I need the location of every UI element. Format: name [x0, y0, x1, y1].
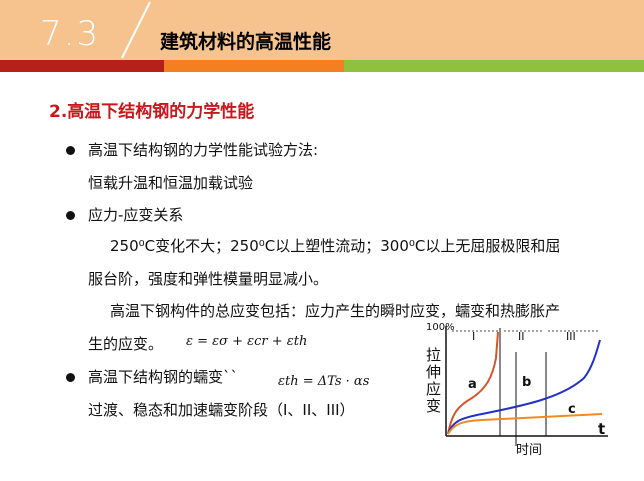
bullet3-line2: 过渡、稳态和加速蠕变阶段（I、II、III） [88, 401, 355, 419]
y-axis-label-text: 拉伸应变 [426, 346, 442, 415]
stage-label-2: II [518, 330, 525, 343]
creep-strain-formula: εth = ΔTs · αs [278, 374, 369, 389]
header-band-orange [164, 60, 344, 72]
bullet1-line1: 高温下结构钢的力学性能试验方法: [88, 141, 319, 159]
creep-strain-formula-text: εth = ΔTs · αs [278, 374, 370, 389]
total-strain-formula: ε = εσ + εcr + εth [186, 334, 307, 349]
bullet2-paragraph1-line2: 服台阶，强度和弹性模量明显减小。 [88, 270, 329, 288]
bullet2-paragraph2-line2: 生的应变。 [88, 335, 164, 353]
curve-c [447, 413, 603, 435]
stage-label-1: I [472, 330, 475, 343]
bullet1-line2: 恒载升温和恒温加载试验 [88, 174, 254, 192]
header-band-red [0, 60, 164, 72]
x-axis-end-label: t [598, 420, 605, 438]
y-top-label: 100% [426, 322, 455, 333]
header-band-green [344, 60, 644, 72]
curve-b [447, 339, 601, 435]
bullet3-heading: 高温下结构钢的蠕变`` [88, 368, 239, 386]
creep-curve-chart: 100% I II III a b c t 时间 [426, 322, 608, 458]
curve-a [447, 331, 499, 435]
bullet-dot [66, 146, 75, 155]
series-label-c: c [568, 402, 576, 417]
x-axis-label: 时间 [516, 443, 542, 458]
y-axis-label: 拉伸应变 [426, 347, 442, 415]
slide-title: 建筑材料的高温性能 [160, 31, 332, 53]
slide-header: 7.3 建筑材料的高温性能 [0, 0, 644, 60]
header-slash-decoration [121, 1, 151, 59]
bullet2-paragraph1-line1: 250⁰C变化不大；250⁰C以上塑性流动；300⁰C以上无屈服极限和屈 [110, 237, 561, 255]
section-number: 7.3 [40, 14, 101, 54]
total-strain-formula-text: ε = εσ + εcr + εth [186, 334, 308, 349]
bullet2-paragraph2-line1: 高温下钢构件的总应变包括：应力产生的瞬时应变，蠕变和热膨胀产 [110, 302, 561, 320]
stage-label-3: III [566, 330, 576, 343]
bullet-dot [66, 373, 75, 382]
series-label-b: b [522, 375, 531, 390]
section-subtitle: 2.高温下结构钢的力学性能 [49, 102, 255, 122]
bullet2-heading: 应力-应变关系 [88, 206, 184, 224]
series-label-a: a [468, 377, 477, 392]
bullet-dot [66, 211, 75, 220]
